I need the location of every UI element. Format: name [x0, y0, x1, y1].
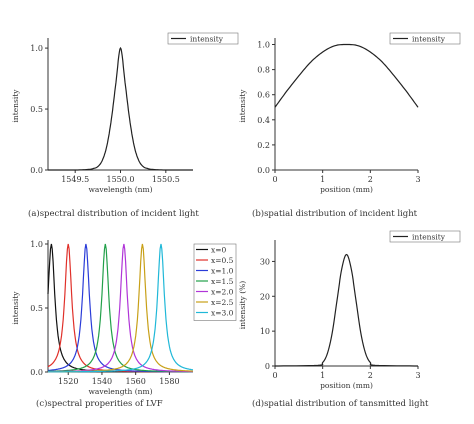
x-tick-label: 1580	[159, 377, 179, 386]
legend: x=0x=0.5 x=1.0x=1.5 x=2.0x=2.5 x=3.0	[193, 243, 237, 321]
x-axis-label: wavelength (nm)	[88, 387, 152, 396]
panel-caption: (d)spatial distribution of tansmitted li…	[252, 398, 429, 409]
x-tick-label: 2	[368, 371, 373, 380]
x-axis-label: position (mm)	[320, 185, 373, 194]
y-tick-label: 20	[260, 292, 270, 301]
legend-box	[193, 243, 237, 321]
x-tick-label: 1	[320, 175, 325, 184]
series-line-x-3.0	[48, 243, 194, 373]
x-tick-label: 3	[415, 175, 420, 184]
y-axis-label: intensity	[11, 89, 20, 123]
x-tick-label: 3	[415, 371, 420, 380]
x-tick-label: 1549.5	[61, 175, 89, 184]
x-tick-label: 1550.0	[107, 175, 135, 184]
y-tick-label: 0.0	[30, 166, 43, 175]
legend-label: x=1.5	[211, 277, 234, 286]
legend-box	[389, 230, 461, 243]
y-tick-label: 0.6	[257, 91, 270, 100]
x-tick-label: 1540	[92, 377, 112, 386]
y-axis-label: intensity	[11, 291, 20, 325]
chart-2: 0 1 2 3 0.0 0.2 0.4 0.6 0.8 1.0 position (mm) inten…	[238, 32, 461, 219]
y-axis-label: intensity (%)	[238, 281, 247, 329]
legend: intensity	[389, 32, 461, 45]
y-tick-label: 0.0	[257, 166, 270, 175]
x-tick-label: 1550.5	[152, 175, 180, 184]
series-line-intensity	[275, 253, 418, 367]
legend-label: x=0.5	[211, 256, 234, 265]
x-axis-label: wavelength (nm)	[88, 185, 152, 194]
legend: intensity	[167, 32, 239, 45]
y-tick-label: 0	[265, 362, 270, 371]
y-tick-label: 1.0	[30, 44, 43, 53]
legend-label: x=1.0	[211, 267, 234, 276]
x-axis-label: position (mm)	[320, 381, 373, 390]
panel-caption: (b)spatial distribution of incident ligh…	[252, 208, 418, 219]
x-tick-label: 1	[320, 371, 325, 380]
series-line-intensity	[274, 43, 419, 108]
legend-label: x=3.0	[211, 309, 234, 318]
y-tick-label: 10	[260, 327, 270, 336]
x-tick-label: 0	[272, 371, 277, 380]
y-tick-label: 0.0	[30, 368, 43, 377]
chart-1: 1549.5 1550.0 1550.5 0.0 0.5 1.0 wavelength (n…	[11, 32, 239, 219]
y-tick-label: 0.8	[257, 66, 270, 75]
legend-label: intensity	[190, 35, 224, 44]
x-tick-label: 1520	[58, 377, 78, 386]
series-line-intensity	[48, 46, 193, 171]
legend-label: intensity	[412, 233, 446, 242]
legend-label: x=2.0	[211, 288, 234, 297]
x-tick-label: 0	[272, 175, 277, 184]
legend: intensity	[389, 230, 461, 243]
y-tick-label: 0.4	[257, 116, 270, 125]
legend-label: intensity	[412, 35, 446, 44]
y-tick-label: 0.2	[257, 141, 270, 150]
panel-caption: (a)spectral distribution of incident lig…	[28, 208, 199, 219]
chart-3: 1520 1540 1560 1580 0.0 0.5 1.0 wavelength (nm)…	[11, 240, 237, 409]
y-tick-label: 30	[260, 257, 270, 266]
panel-caption: (c)spectral properities of LVF	[36, 398, 163, 409]
legend-box	[167, 32, 239, 45]
y-tick-label: 1.0	[30, 240, 43, 249]
legend-label: x=0	[211, 246, 227, 255]
y-tick-label: 0.5	[30, 304, 43, 313]
y-axis-label: intensity	[238, 89, 247, 123]
y-tick-label: 0.5	[30, 105, 43, 114]
legend-box	[389, 32, 461, 45]
x-tick-label: 2	[368, 175, 373, 184]
legend-label: x=2.5	[211, 298, 234, 307]
y-tick-label: 1.0	[257, 41, 270, 50]
x-tick-label: 1560	[125, 377, 145, 386]
